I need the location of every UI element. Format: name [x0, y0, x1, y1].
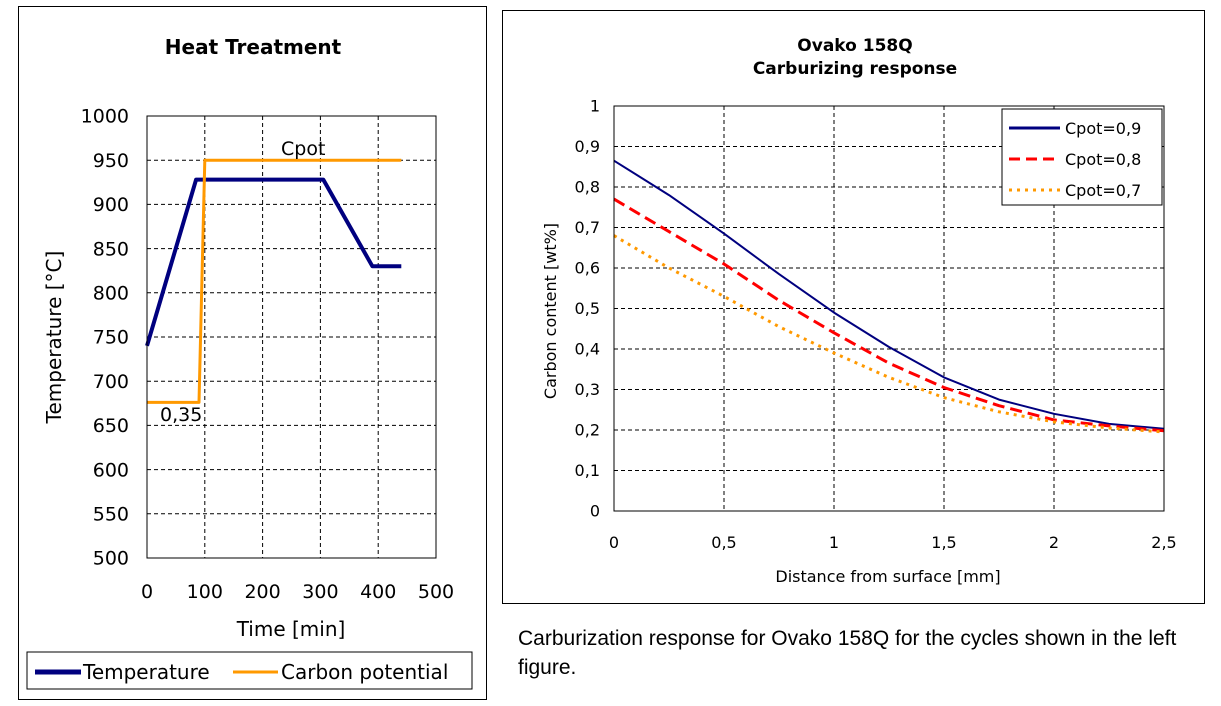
- y-tick-label: 950: [93, 150, 129, 172]
- y-tick-label: 850: [93, 238, 129, 260]
- x-tick-label: 100: [187, 581, 223, 603]
- legend-label-carbon-potential: Carbon potential: [281, 660, 448, 684]
- y-tick-label: 0,3: [575, 380, 600, 399]
- x-axis-label: Time [min]: [236, 617, 346, 641]
- chart-title-line-2: Carburizing response: [753, 59, 957, 79]
- figure-caption: Carburization response for Ovako 158Q fo…: [518, 627, 1177, 679]
- plot-area: [613, 105, 1165, 512]
- chart-title-line-1: Ovako 158Q: [797, 36, 912, 56]
- y-tick-label: 0: [590, 502, 600, 521]
- y-tick-label: 500: [93, 548, 129, 570]
- series-line-temperature: [145, 177, 402, 347]
- y-tick-label: 0,9: [575, 137, 600, 156]
- y-tick-label: 0,8: [575, 178, 600, 197]
- x-tick-label: 1: [829, 533, 839, 552]
- x-tick-label: 200: [244, 581, 280, 603]
- legend-label-temperature: Temperature: [82, 660, 210, 684]
- x-tick-label: 0: [609, 533, 619, 552]
- carburizing-response-chart: Ovako 158Q Carburizing response 0 0,1 0,2 0…: [541, 36, 1177, 586]
- x-tick-label: 400: [360, 581, 396, 603]
- y-tick-label: 0,4: [575, 340, 600, 359]
- y-tick-label: 0,5: [575, 299, 600, 318]
- y-tick-label: 0,7: [575, 218, 600, 237]
- series-line-cpot-0-9: [613, 159, 1165, 430]
- x-tick-label: 0: [141, 581, 153, 603]
- series-line-cpot-0-8: [613, 197, 1165, 433]
- carburizing-response-chart-panel: Ovako 158Q Carburizing response 0 0,1 0,2 0…: [502, 10, 1205, 604]
- y-tick-label: 0,2: [575, 421, 600, 440]
- x-tick-label: 1,5: [931, 533, 956, 552]
- y-axis-label: Carbon content [wt%]: [541, 223, 560, 399]
- x-tick-label: 2: [1049, 533, 1059, 552]
- x-axis-label: Distance from surface [mm]: [775, 567, 1000, 586]
- legend-label-cpot-0-7: Cpot=0,7: [1065, 181, 1141, 200]
- y-tick-label: 0,1: [575, 461, 600, 480]
- heat-treatment-chart: Heat Treatment 500 550 600 650 700 750 800 850 9…: [26, 35, 473, 690]
- y-tick-label: 750: [93, 327, 129, 349]
- y-tick-label: 0,6: [575, 259, 600, 278]
- x-tick-label: 500: [418, 581, 454, 603]
- y-tick-label: 800: [93, 282, 129, 304]
- legend-label-cpot-0-9: Cpot=0,9: [1065, 119, 1141, 138]
- series-line-cpot-0-7: [613, 234, 1165, 434]
- plot-area: [146, 115, 437, 559]
- y-tick-label: 550: [93, 503, 129, 525]
- x-tick-label: 2,5: [1151, 533, 1176, 552]
- chart-title: Heat Treatment: [165, 35, 342, 59]
- x-tick-label: 300: [302, 581, 338, 603]
- x-tick-label: 0,5: [711, 533, 736, 552]
- y-tick-label: 650: [93, 415, 129, 437]
- y-tick-label: 1: [590, 97, 600, 116]
- annotation-cpot: Cpot: [281, 138, 325, 160]
- y-tick-label: 700: [93, 371, 129, 393]
- y-axis-label: Temperature [°C]: [42, 251, 66, 425]
- heat-treatment-chart-panel: Heat Treatment 500 550 600 650 700 750 800 850 9…: [18, 6, 487, 700]
- y-tick-label: 900: [93, 194, 129, 216]
- legend-label-cpot-0-8: Cpot=0,8: [1065, 150, 1141, 169]
- series-line-carbon-potential: [147, 158, 402, 404]
- annotation-low-value: 0,35: [160, 404, 202, 426]
- y-tick-label: 600: [93, 459, 129, 481]
- y-tick-label: 1000: [81, 106, 129, 128]
- legend-box: [1001, 108, 1163, 206]
